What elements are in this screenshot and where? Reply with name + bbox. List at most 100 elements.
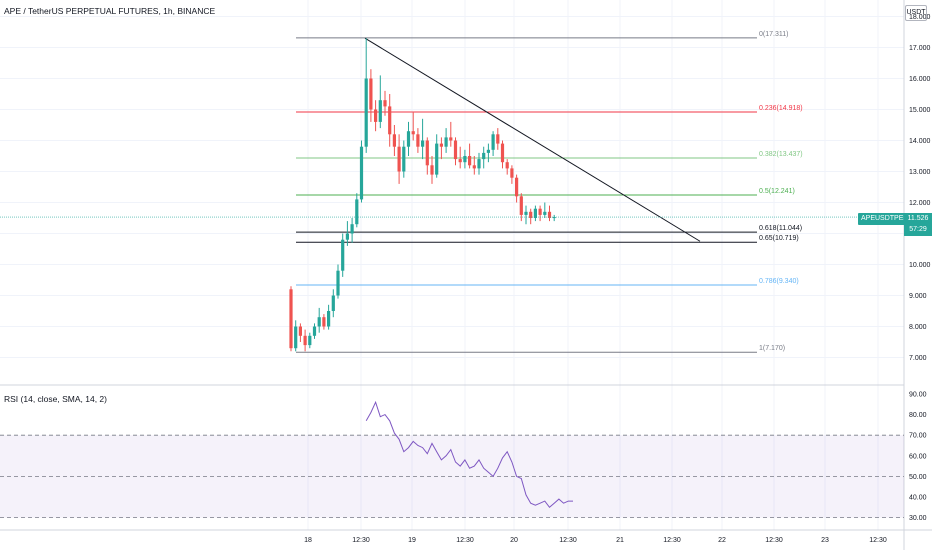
candle-body <box>538 208 542 215</box>
candle-body <box>453 140 458 160</box>
candle-body <box>369 78 373 110</box>
time-axis[interactable]: 18 12:30 19 12:30 20 12:30 21 12:30 22 12:30 23 12:… <box>304 537 887 544</box>
candle-body <box>491 134 495 150</box>
time-tick-label: 21 <box>616 537 624 544</box>
time-tick-label: 22 <box>718 537 726 544</box>
candle-body <box>524 211 528 215</box>
current-price-badge: 11.526 57:29 <box>904 213 932 236</box>
candle-body <box>406 131 411 147</box>
candle-body <box>449 137 453 141</box>
time-tick-label: 19 <box>408 537 416 544</box>
candle-body <box>355 199 359 225</box>
candle-body <box>378 100 382 122</box>
candle-body <box>364 78 368 147</box>
candle-body <box>482 152 486 160</box>
chart-title: APE / TetherUS PERPETUAL FUTURES, 1h, BI… <box>4 6 216 16</box>
price-axis[interactable]: 18.000 17.000 16.000 15.000 14.000 13.000 12.0… <box>909 14 931 362</box>
price-tick-label: 12.000 <box>909 200 931 207</box>
candle-body <box>298 326 302 336</box>
fib-level-label: 0.236(14.918) <box>759 105 803 112</box>
candle-body <box>402 146 406 172</box>
time-tick-label: 12:30 <box>559 537 577 544</box>
candle-body <box>397 146 401 172</box>
price-tick-label: 17.000 <box>909 45 931 52</box>
rsi-tick-label: 50.00 <box>909 474 927 481</box>
candle-body <box>359 146 364 200</box>
candle-body <box>388 106 392 135</box>
candle-body <box>416 134 420 147</box>
rsi-tick-label: 60.00 <box>909 453 927 460</box>
price-tick-label: 15.000 <box>909 107 931 114</box>
candle-body <box>486 149 490 153</box>
candle-body <box>289 289 293 349</box>
rsi-tick-label: 90.00 <box>909 392 927 399</box>
time-tick-label: 12:30 <box>869 537 887 544</box>
candle-body <box>515 177 519 197</box>
candle-body <box>350 224 354 234</box>
candle-body <box>543 211 547 215</box>
price-tick-label: 9.000 <box>909 293 927 300</box>
candle-body <box>322 317 326 327</box>
candle-body <box>552 217 556 219</box>
candle-body <box>374 109 378 122</box>
price-tick-label: 10.000 <box>909 262 931 269</box>
candle-body <box>327 311 331 327</box>
candle-body <box>468 156 472 166</box>
candle-body <box>510 168 514 178</box>
fibonacci-retracement[interactable]: 0(17.311) 0.236(14.918) 0.382(13.437) 0.5(1… <box>296 31 803 353</box>
time-tick-label: 12:30 <box>456 537 474 544</box>
candle-body <box>458 159 462 163</box>
time-tick-label: 12:30 <box>765 537 783 544</box>
time-tick-label: 23 <box>821 537 829 544</box>
time-tick-label: 12:30 <box>663 537 681 544</box>
price-tick-label: 7.000 <box>909 355 927 362</box>
candle-body <box>331 295 335 311</box>
candle-body <box>308 335 312 346</box>
candle-body <box>383 100 387 107</box>
rsi-tick-label: 70.00 <box>909 433 927 440</box>
fib-level-label: 0(17.311) <box>759 31 788 38</box>
candle-body <box>533 208 537 218</box>
time-tick-label: 20 <box>510 537 518 544</box>
fib-level-label: 0.382(13.437) <box>759 151 803 158</box>
candle-body <box>496 134 500 144</box>
candle-body <box>392 134 396 147</box>
candle-body <box>336 270 340 296</box>
candle-body <box>345 233 349 240</box>
rsi-pane <box>0 400 904 518</box>
candle-body <box>472 165 476 169</box>
candle-body <box>294 326 298 349</box>
candle-body <box>341 239 345 271</box>
candle-body <box>529 211 533 218</box>
symbol-badge: APEUSDTPERP <box>858 213 917 225</box>
candle-body <box>547 211 552 218</box>
rsi-tick-label: 40.00 <box>909 495 927 502</box>
currency-button[interactable]: USDT <box>905 5 927 21</box>
candle-body <box>411 131 415 135</box>
candle-body <box>317 317 321 327</box>
candle-body <box>430 165 434 175</box>
current-price-value: 11.526 <box>907 215 929 222</box>
candle-body <box>439 143 443 147</box>
bar-countdown: 57:29 <box>909 226 927 233</box>
candle-body <box>444 137 448 147</box>
time-tick-label: 18 <box>304 537 312 544</box>
trend-line[interactable] <box>364 37 701 242</box>
candle-body <box>519 196 523 215</box>
rsi-axis[interactable]: 90.00 80.00 70.00 60.00 50.00 40.00 30.00 <box>909 392 927 523</box>
rsi-indicator-label[interactable]: RSI (14, close, SMA, 14, 2) <box>4 394 107 404</box>
time-tick-label: 12:30 <box>352 537 370 544</box>
price-tick-label: 16.000 <box>909 76 931 83</box>
fib-level-label: 0.786(9.340) <box>759 278 799 285</box>
price-tick-label: 8.000 <box>909 324 927 331</box>
price-tick-label: 14.000 <box>909 138 931 145</box>
candle-body <box>505 162 509 169</box>
rsi-tick-label: 80.00 <box>909 412 927 419</box>
candle-body <box>425 140 429 166</box>
price-tick-label: 13.000 <box>909 169 931 176</box>
price-tick-label: 18.000 <box>909 14 931 21</box>
fib-level-label: 1(7.170) <box>759 345 785 352</box>
candle-body <box>435 143 439 175</box>
